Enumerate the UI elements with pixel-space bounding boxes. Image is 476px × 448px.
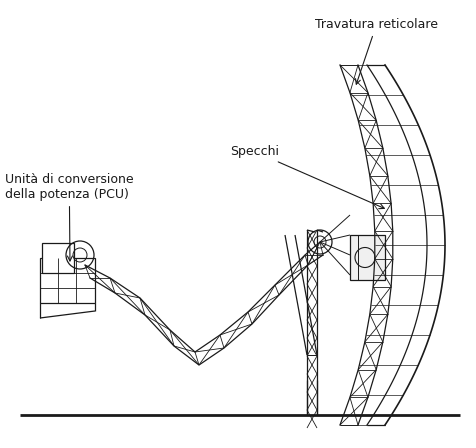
Bar [350, 235, 385, 280]
Bar [40, 258, 95, 303]
Text: Specchi: Specchi [230, 145, 384, 209]
Bar [42, 243, 74, 273]
Text: Unità di conversione
della potenza (PCU): Unità di conversione della potenza (PCU) [5, 173, 134, 261]
Text: Travatura reticolare: Travatura reticolare [315, 18, 438, 84]
